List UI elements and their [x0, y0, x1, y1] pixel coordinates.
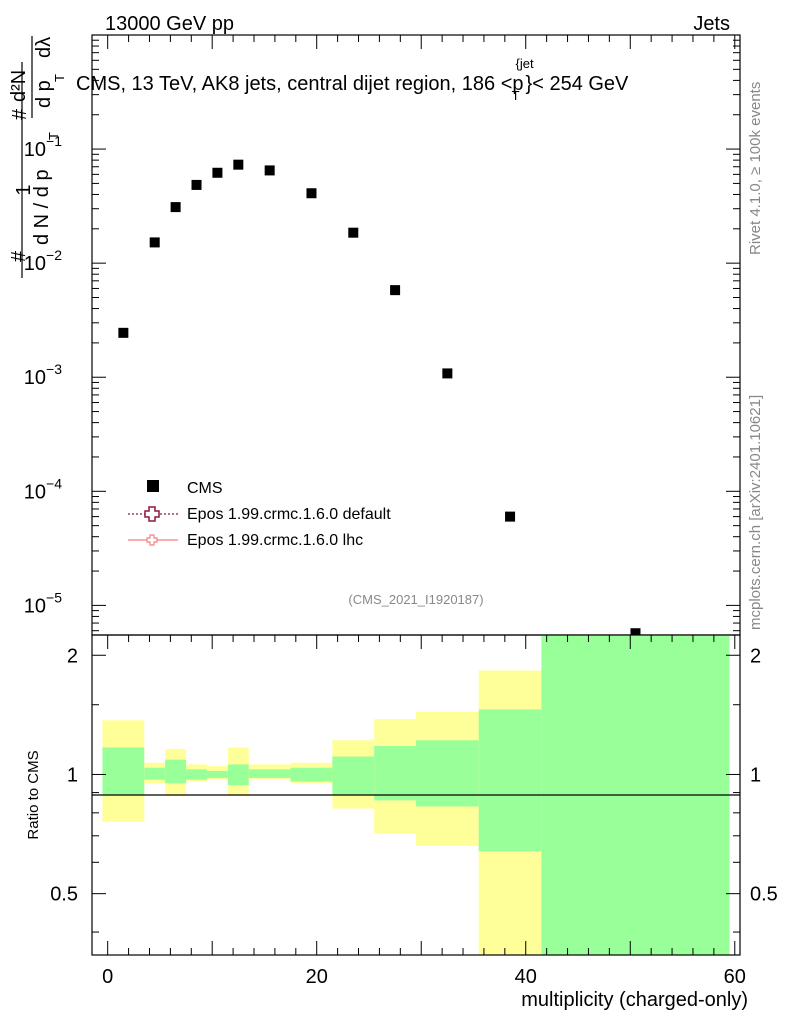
header-right: Jets: [693, 13, 730, 35]
cms-data-point: [212, 167, 223, 178]
ylabel-dn-dpt: d N / d p: [31, 169, 53, 245]
ratio-band-green: [227, 764, 249, 786]
cms-data-point: [442, 368, 453, 379]
legend-label-epos-lhc: Epos 1.99.crmc.1.6.0 lhc: [187, 532, 363, 549]
cms-data-point: [505, 511, 516, 522]
ratio-frame: [91, 634, 741, 956]
ratio-band-green: [102, 747, 145, 795]
analysis-watermark: (CMS_2021_I1920187): [348, 592, 483, 607]
ylabel-dp: d p: [33, 80, 55, 108]
ratio-ylabel: Ratio to CMS: [25, 750, 42, 839]
ratio-ytick-label: 0.5: [50, 884, 78, 906]
legend-marker-epos-default: [144, 506, 160, 522]
header-left: 13000 GeV pp: [105, 13, 234, 35]
main-ytick-label: 10−2: [24, 247, 62, 275]
ratio-ytick-label-right: 2: [750, 645, 761, 667]
ylabel-hash1: #: [8, 250, 30, 262]
ratio-ytick-label-right: 1: [750, 764, 761, 786]
main-ytick-label: 10−1: [24, 133, 62, 161]
mcplots-credit: mcplots.cern.ch [arXiv:2401.10621]: [747, 395, 764, 630]
cms-data-point: [264, 165, 275, 176]
ratio-ytick-label: 1: [67, 764, 78, 786]
cms-data-point: [306, 188, 317, 199]
main-ytick-label: 10−5: [24, 589, 62, 617]
legend-label-cms: CMS: [187, 480, 223, 497]
ratio-ytick-label-right: 0.5: [750, 884, 778, 906]
cms-data-point: [191, 179, 202, 190]
y-axis-label: 1 # d N / d p T # d²N d p T dλ: [8, 36, 67, 278]
legend-marker-epos-lhc: [146, 534, 158, 546]
main-panel: 10−5 10−4 10−3 10−2 10−1 CMS, 13 TeV, AK8 je…: [8, 34, 741, 636]
ratio-band-green: [416, 740, 479, 807]
main-ytick-label: 10−4: [24, 475, 62, 503]
ratio-band-green: [290, 767, 333, 782]
ylabel-t-sub2: T: [52, 74, 67, 82]
cms-data-point: [149, 237, 160, 248]
legend-label-epos-default: Epos 1.99.crmc.1.6.0 default: [187, 506, 391, 523]
xtick-label: 20: [306, 966, 328, 988]
main-ytick-label: 10−3: [24, 361, 62, 389]
ratio-band-green: [374, 745, 416, 801]
xtick-label: 0: [102, 966, 113, 988]
ylabel-hash2: #: [9, 108, 31, 120]
xtick-label: 60: [724, 966, 746, 988]
cms-data-point: [630, 628, 641, 635]
ratio-band-green: [165, 759, 187, 784]
ratio-band-green: [186, 769, 207, 780]
xtick-label: 40: [515, 966, 537, 988]
ratio-band-green: [206, 771, 228, 778]
chart-title: CMS, 13 TeV, AK8 jets, central dijet reg…: [76, 56, 629, 103]
ratio-band-green: [248, 769, 291, 778]
ratio-panel: 0.5 0.51 12 20 20 40 60 Ratio to CMS multiplic…: [25, 634, 778, 1011]
x-axis-label: multiplicity (charged-only): [521, 989, 748, 1011]
ratio-band-green: [332, 756, 375, 795]
ratio-ytick-label: 2: [67, 645, 78, 667]
cms-data-point: [170, 202, 181, 213]
cms-data-point: [348, 227, 359, 238]
ylabel-dlambda: dλ: [33, 37, 55, 58]
cms-data-point: [390, 285, 401, 296]
legend-marker-cms: [147, 480, 159, 492]
ylabel-one: 1: [13, 184, 35, 195]
cms-data-point: [118, 327, 129, 338]
ylabel-d2n: d²N: [8, 70, 30, 102]
ratio-band-green: [144, 767, 166, 780]
cms-data-point: [233, 159, 244, 170]
ratio-band-green: [478, 709, 542, 852]
legend: CMS Epos 1.99.crmc.1.6.0 default Epos 1.…: [128, 480, 391, 549]
rivet-version: Rivet 4.1.0, ≥ 100k events: [747, 82, 764, 255]
ylabel-t-sub: T: [46, 132, 61, 140]
